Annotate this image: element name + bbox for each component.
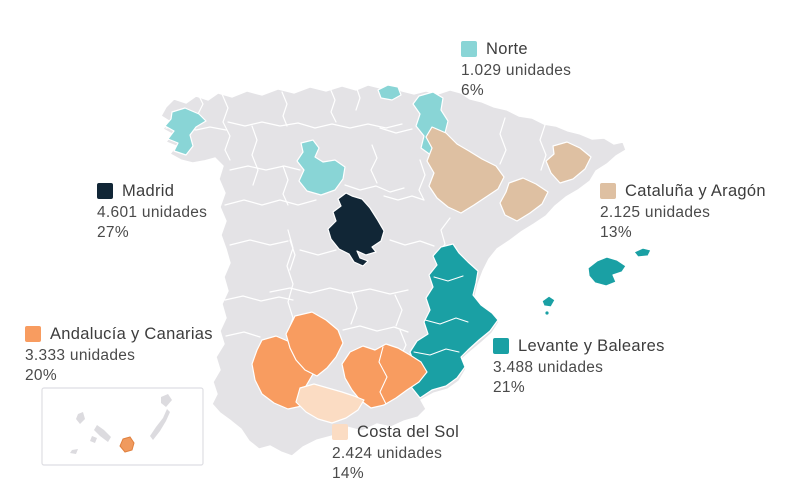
region-levante-baleares [407, 243, 652, 399]
legend-norte: Norte 1.029 unidades 6% [461, 40, 571, 101]
costa-swatch [332, 424, 348, 440]
canary-islands-inset [41, 387, 204, 466]
province-zaragoza [425, 126, 505, 214]
region-costa-del-sol [295, 383, 365, 424]
costa-name: Costa del Sol [357, 422, 460, 441]
island-ibiza [541, 295, 556, 308]
province-barcelona [545, 141, 592, 184]
levante-units: 3.488 unidades [493, 359, 604, 376]
andalucia-units: 3.333 unidades [25, 347, 136, 364]
legend-levante-baleares: Levante y Baleares 3.488 unidades 21% [493, 337, 665, 398]
legend-cataluna-aragon: Cataluña y Aragón 2.125 unidades 13% [600, 182, 766, 243]
madrid-percent: 27% [97, 224, 129, 241]
madrid-swatch [97, 183, 113, 199]
levante-internal-borders [413, 275, 469, 356]
provinces-granada-almeria [341, 343, 428, 409]
region-cataluna-aragon [425, 126, 592, 222]
provinces-levante-coast [407, 243, 499, 399]
island-el-hierro [70, 449, 78, 454]
province-malaga [295, 383, 365, 424]
island-formentera [545, 311, 549, 315]
province-burgos [296, 139, 346, 196]
legend-costa-del-sol: Costa del Sol 2.424 unidades 14% [332, 423, 459, 484]
island-fuerteventura [150, 409, 170, 440]
island-tenerife [94, 425, 111, 442]
legend-madrid: Madrid 4.601 unidades 27% [97, 182, 207, 243]
region-andalucia [251, 311, 428, 410]
andalucia-percent: 20% [25, 367, 57, 384]
madrid-name: Madrid [122, 181, 175, 200]
province-cordoba [285, 311, 344, 377]
province-tarragona [499, 177, 549, 222]
island-menorca [633, 247, 652, 258]
costa-percent: 14% [332, 465, 364, 482]
inset-frame [41, 387, 204, 466]
norte-percent: 6% [461, 82, 485, 99]
island-lanzarote [161, 394, 172, 407]
legend-andalucia-canarias: Andalucía y Canarias 3.333 unidades 20% [25, 325, 213, 386]
island-mallorca [587, 256, 627, 287]
madrid-units: 4.601 unidades [97, 204, 208, 221]
province-pontevedra [164, 107, 207, 156]
levante-swatch [493, 338, 509, 354]
cataluna-percent: 13% [600, 224, 632, 241]
region-madrid [327, 192, 385, 267]
province-gipuzkoa [377, 84, 402, 101]
mainland-shape [160, 83, 627, 457]
costa-units: 2.424 unidades [332, 445, 443, 462]
levante-name: Levante y Baleares [518, 336, 665, 355]
andalucia-name: Andalucía y Canarias [50, 324, 213, 343]
province-madrid [327, 192, 385, 267]
province-borders [165, 85, 547, 359]
norte-units: 1.029 unidades [461, 62, 572, 79]
cataluna-units: 2.125 unidades [600, 204, 711, 221]
norte-swatch [461, 41, 477, 57]
norte-name: Norte [486, 39, 528, 58]
levante-percent: 21% [493, 379, 525, 396]
cataluna-name: Cataluña y Aragón [625, 181, 766, 200]
cataluna-swatch [600, 183, 616, 199]
andalucia-swatch [25, 326, 41, 342]
island-gran-canaria [119, 436, 135, 453]
granada-almeria-border [378, 346, 388, 405]
island-la-gomera [90, 436, 97, 443]
island-la-palma [76, 412, 85, 424]
